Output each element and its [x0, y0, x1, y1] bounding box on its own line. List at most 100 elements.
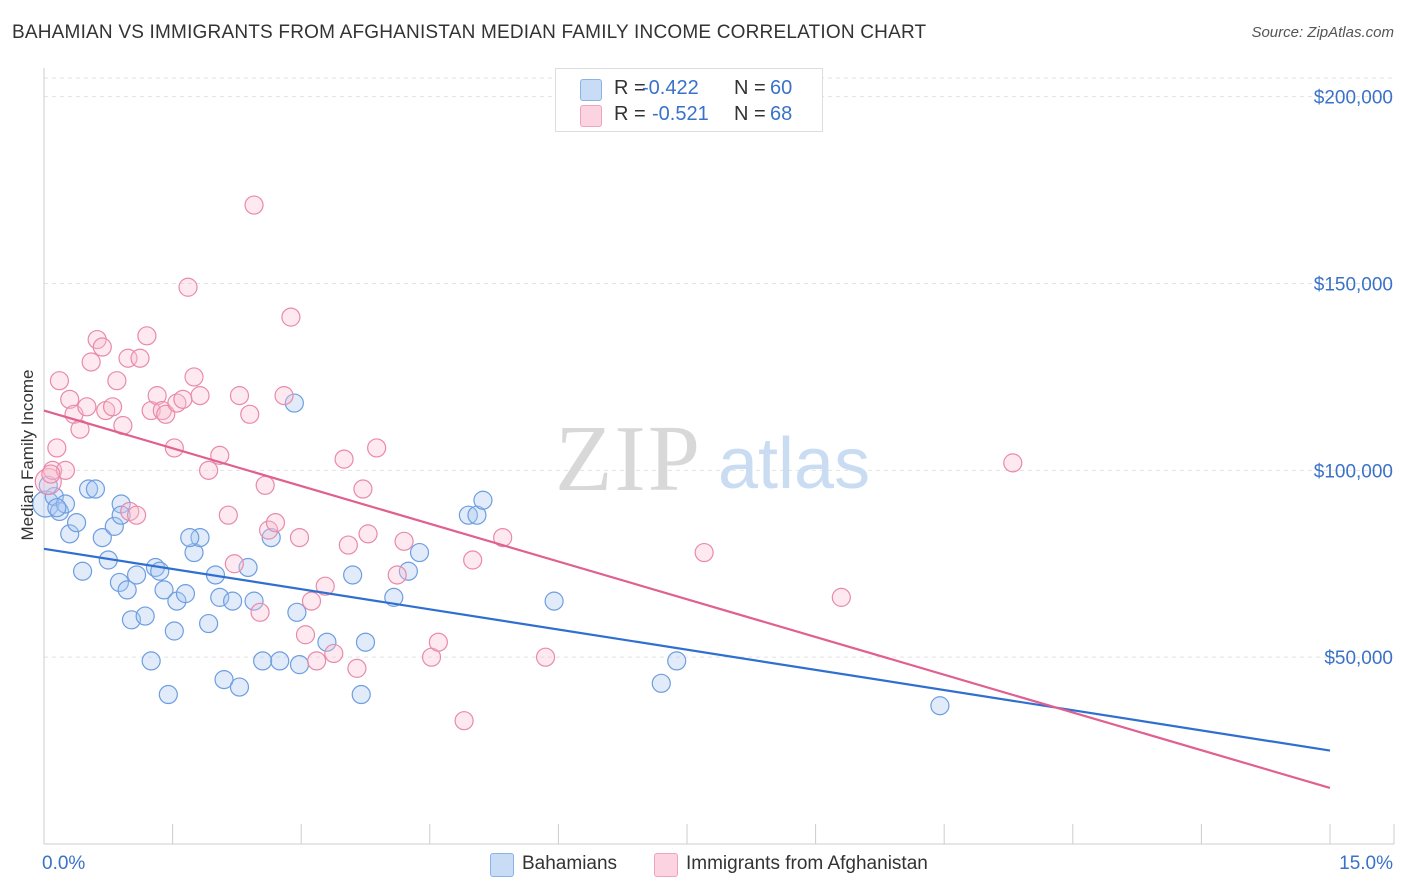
bahamians-point — [126, 565, 147, 585]
bahamians-point — [85, 479, 106, 499]
bahamians-point — [409, 542, 430, 563]
afghanistan-point — [224, 554, 244, 574]
bottom-legend-swatch-bahamians — [490, 853, 514, 877]
bahamians-point — [223, 591, 243, 611]
afghanistan-point — [353, 479, 373, 499]
bahamians-point — [44, 486, 64, 507]
chart-source: Source: ZipAtlas.com — [1251, 24, 1394, 41]
afghanistan-point — [55, 460, 76, 480]
afghanistan-point — [1003, 453, 1023, 473]
bahamians-point — [190, 527, 210, 548]
afghanistan-point — [694, 542, 714, 563]
chart-title: BAHAMIAN VS IMMIGRANTS FROM AFGHANISTAN … — [12, 22, 927, 43]
afghanistan-point — [367, 438, 387, 458]
afghanistan-point — [240, 404, 260, 424]
legend-swatch-afghanistan — [580, 105, 602, 127]
y-axis-label: Median Family Income — [18, 369, 37, 541]
afghanistan-point — [301, 591, 322, 611]
afghanistan-point — [358, 524, 378, 544]
legend-n-value: 60 — [770, 77, 793, 99]
bahamians-point — [544, 591, 564, 611]
afghanistan-point — [92, 337, 112, 357]
afghanistan-trend-line — [43, 409, 1331, 790]
bahamians-point — [284, 393, 304, 413]
afghanistan-point — [281, 307, 301, 327]
afghanistan-point — [229, 386, 250, 406]
afghanistan-point — [307, 651, 327, 671]
afghanistan-point — [190, 386, 210, 406]
legend-swatch-bahamians — [580, 79, 602, 101]
afghanistan-point — [324, 643, 344, 664]
bottom-legend-label-bahamians: Bahamians — [522, 853, 618, 874]
bahamians-point — [651, 673, 671, 693]
bottom-legend-swatch-afghanistan — [654, 853, 678, 877]
y-tick-label: $100,000 — [1314, 461, 1393, 482]
afghanistan-point — [130, 348, 150, 368]
bahamians-point — [164, 621, 184, 641]
bahamians-point — [135, 606, 155, 626]
bahamians-point — [117, 580, 137, 600]
afghanistan-point — [463, 550, 483, 570]
afghanistan-point — [289, 527, 310, 548]
afghanistan-point — [493, 527, 513, 548]
bahamians-point — [317, 632, 337, 652]
bahamians-point — [930, 696, 950, 716]
bahamians-point — [104, 516, 124, 536]
y-tick-label: $50,000 — [1324, 648, 1393, 669]
bahamians-point — [92, 527, 112, 548]
bahamians-point — [398, 561, 418, 581]
correlation-legend: R = -0.422 N = 60 R = -0.521 N = 68 — [555, 68, 823, 132]
bahamians-point — [72, 561, 93, 581]
bahamians-point — [287, 602, 307, 622]
afghanistan-point — [255, 475, 275, 495]
series-afghanistan-points — [34, 195, 1023, 731]
afghanistan-point — [274, 386, 294, 406]
legend-n-label: N = — [734, 77, 766, 99]
afghanistan-point — [49, 371, 70, 391]
bahamians-point — [60, 524, 80, 544]
watermark-zip: ZIP — [555, 407, 702, 511]
afghanistan-point — [41, 464, 61, 484]
afghanistan-point — [334, 449, 354, 469]
afghanistan-point — [428, 632, 448, 652]
bahamians-point — [180, 527, 200, 548]
afghanistan-point — [265, 513, 286, 533]
bahamians-point — [270, 651, 290, 671]
afghanistan-point — [259, 520, 279, 540]
trend-lines — [43, 409, 1331, 790]
afghanistan-point — [173, 389, 193, 409]
bahamians-point — [141, 651, 161, 671]
afghanistan-point — [347, 658, 367, 678]
y-tick-label: $150,000 — [1314, 275, 1393, 296]
x-tick-label-max: 15.0% — [1339, 853, 1393, 874]
afghanistan-point — [295, 625, 316, 645]
bahamians-point — [289, 655, 310, 675]
bahamians-point — [351, 684, 371, 705]
bahamians-trend-line — [43, 547, 1331, 752]
afghanistan-point — [167, 393, 187, 413]
afghanistan-point — [137, 326, 157, 346]
bahamians-point — [261, 527, 281, 548]
watermark: ZIP atlas — [555, 407, 870, 511]
afghanistan-point — [77, 397, 97, 417]
afghanistan-point — [102, 397, 123, 417]
legend-n-label: N = — [734, 103, 766, 125]
afghanistan-point — [250, 602, 270, 622]
bahamians-point — [109, 572, 130, 593]
bahamians-point — [244, 591, 264, 611]
x-tick-label-min: 0.0% — [42, 853, 85, 874]
afghanistan-point — [454, 711, 474, 731]
bahamians-point — [66, 513, 87, 533]
afghanistan-point — [60, 389, 80, 409]
afghanistan-point — [147, 386, 167, 406]
afghanistan-point — [184, 367, 204, 387]
bahamians-point — [355, 632, 376, 652]
legend-r-value: -0.422 — [642, 77, 699, 99]
watermark-atlas: atlas — [718, 424, 870, 504]
afghanistan-point — [394, 531, 414, 551]
bottom-legend-label-afghanistan: Immigrants from Afghanistan — [686, 853, 928, 874]
bahamians-point — [47, 498, 67, 518]
afghanistan-point — [831, 587, 851, 607]
y-tick-label: $200,000 — [1314, 88, 1393, 109]
